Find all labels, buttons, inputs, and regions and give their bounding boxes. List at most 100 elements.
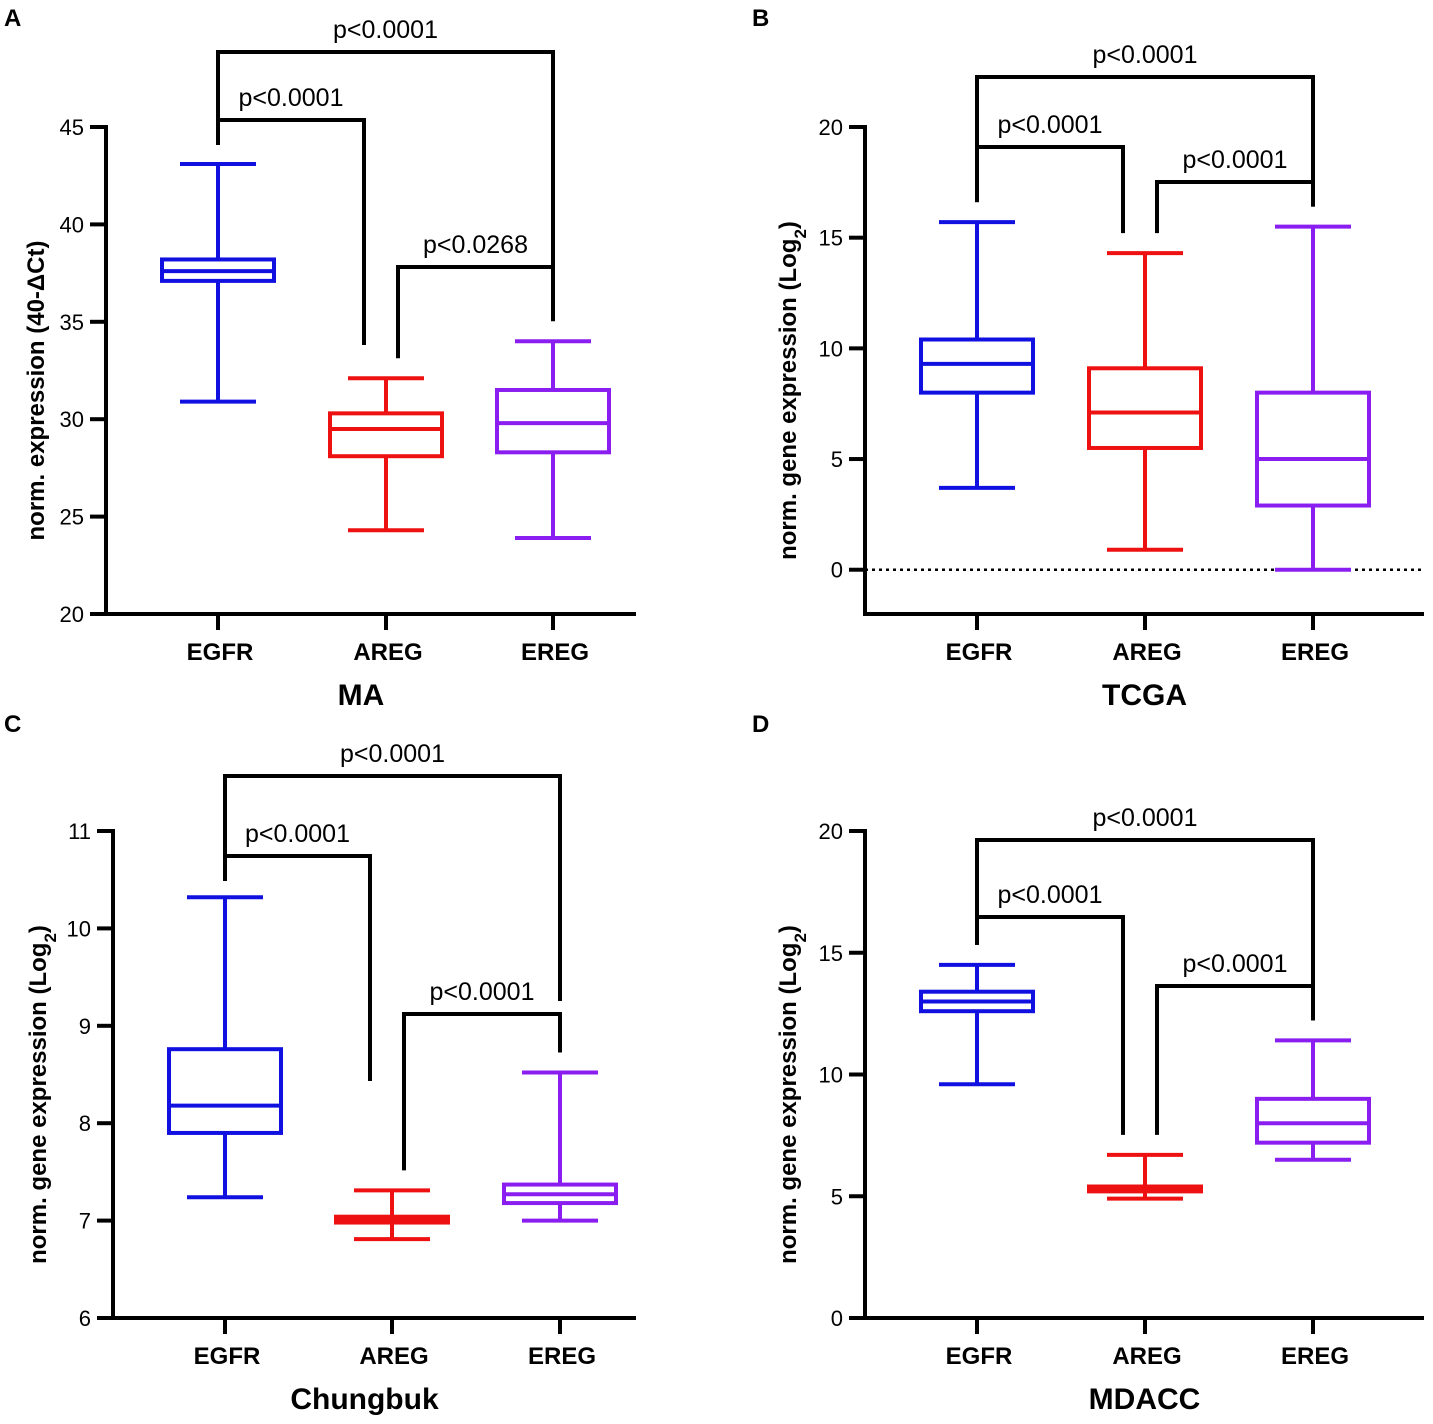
box-ereg <box>1255 1038 1371 1162</box>
y-tick-label: 0 <box>831 558 843 583</box>
p-value-label: p<0.0001 <box>1093 804 1198 832</box>
bracket-line <box>975 145 1125 234</box>
x-tick-label: EGFR <box>946 639 1013 666</box>
p-value-label: p<0.0001 <box>1093 41 1198 69</box>
x-axis-title: MDACC <box>1089 1383 1201 1416</box>
significance-bracket: p<0.0001 <box>1155 950 1315 1135</box>
chart-panel-d: D 0 5 10 15 20 EGFR AREG EREG p<0.0001 p<0.0001 p<0… <box>752 711 1424 1416</box>
p-value-label: p<0.0001 <box>239 84 344 112</box>
x-tick-label: AREG <box>359 1343 428 1370</box>
significance-bracket: p<0.0001 <box>975 804 1315 1021</box>
p-value-label: p<0.0001 <box>430 978 535 1006</box>
box-ereg <box>495 339 611 541</box>
chart-panel-c: C 6 7 8 9 10 11 EGFR AREG EREG p<0.0001 p<0.0001 p<0… <box>4 711 636 1416</box>
y-tick-label: 0 <box>831 1306 843 1331</box>
bracket-line <box>223 854 372 1081</box>
y-axis-title: norm. gene expression (Log2) <box>25 925 60 1264</box>
y-axis-title-subscript: 2 <box>791 229 810 238</box>
y-tick-label: 8 <box>79 1111 91 1136</box>
x-tick-label: EGFR <box>946 1343 1013 1370</box>
bracket-line <box>216 50 555 277</box>
y-axis-title-subscript: 2 <box>791 933 810 942</box>
significance-bracket: p<0.0001 <box>223 740 562 1001</box>
box-areg <box>1087 1152 1203 1201</box>
p-value-label: p<0.0001 <box>340 740 445 768</box>
y-tick-label: 30 <box>60 407 84 432</box>
significance-bracket: p<0.0268 <box>396 231 555 359</box>
x-tick-label: AREG <box>1112 1343 1181 1370</box>
bracket-line <box>216 118 366 345</box>
panel-letter: A <box>4 5 21 32</box>
p-value-label: p<0.0001 <box>1183 950 1288 978</box>
y-tick-label: 7 <box>79 1209 91 1234</box>
y-tick-label: 11 <box>68 819 91 844</box>
y-tick-label: 35 <box>60 310 84 335</box>
box-ereg <box>1255 224 1371 572</box>
y-tick-label: 20 <box>819 819 843 844</box>
significance-bracket: p<0.0001 <box>975 41 1315 207</box>
x-tick-label: EREG <box>1281 1343 1349 1370</box>
x-tick-label: AREG <box>353 639 422 666</box>
y-tick-label: 20 <box>60 602 84 627</box>
y-tick-label: 10 <box>67 916 91 941</box>
box-egfr <box>919 962 1035 1087</box>
box-iqr <box>167 1047 283 1135</box>
y-tick-label: 45 <box>60 115 84 140</box>
y-tick-label: 15 <box>819 226 843 251</box>
y-tick-label: 40 <box>60 212 84 237</box>
y-axis-title-tail: ) <box>775 925 802 933</box>
x-tick-label: EREG <box>521 639 589 666</box>
bracket-line <box>396 265 555 359</box>
y-tick-label: 15 <box>819 941 843 966</box>
y-tick-label: 5 <box>831 1184 843 1209</box>
x-axis-title: TCGA <box>1102 679 1187 712</box>
x-tick-label: EGFR <box>194 1343 261 1370</box>
box-ereg <box>502 1070 618 1223</box>
y-axis-title: norm. expression (40-ΔCt) <box>23 241 50 541</box>
chart-panel-b: B 0 5 10 15 20 EGFR AREG EREG p<0.0001 p<0.0001 p<0… <box>752 5 1424 712</box>
box-areg <box>1087 251 1203 552</box>
p-value-label: p<0.0001 <box>245 820 350 848</box>
box-iqr <box>328 411 444 459</box>
box-egfr <box>160 162 276 404</box>
p-value-label: p<0.0001 <box>998 111 1103 139</box>
box-iqr <box>919 337 1035 395</box>
significance-bracket: p<0.0001 <box>223 820 372 1081</box>
bracket-line <box>223 774 562 1001</box>
p-value-label: p<0.0001 <box>333 16 438 44</box>
panel-letter: B <box>752 5 769 32</box>
box-areg <box>328 376 444 533</box>
bracket-line <box>402 1012 562 1171</box>
y-axis-title-main: norm. gene expression (Log <box>775 239 802 560</box>
box-iqr <box>1255 390 1371 508</box>
y-axis-title-tail: ) <box>25 925 52 933</box>
bracket-line <box>975 915 1125 1135</box>
x-tick-label: EREG <box>1281 639 1349 666</box>
x-axis-title: Chungbuk <box>290 1383 439 1416</box>
x-tick-label: AREG <box>1112 639 1181 666</box>
box-iqr <box>1087 366 1203 450</box>
box-iqr <box>1255 1096 1371 1145</box>
y-tick-label: 10 <box>819 1063 843 1088</box>
significance-bracket: p<0.0001 <box>216 84 366 345</box>
y-tick-label: 25 <box>60 505 84 530</box>
y-tick-label: 6 <box>79 1306 91 1331</box>
y-axis-title-subscript: 2 <box>41 933 60 942</box>
bracket-line <box>975 75 1315 207</box>
x-axis-title: MA <box>338 679 385 712</box>
bracket-line <box>1155 984 1315 1135</box>
box-egfr <box>167 895 283 1200</box>
x-tick-label: EREG <box>528 1343 596 1370</box>
significance-bracket: p<0.0001 <box>216 16 555 277</box>
panel-letter: C <box>4 711 21 738</box>
y-tick-label: 5 <box>831 447 843 472</box>
y-axis-title-main: norm. gene expression (Log <box>775 943 802 1264</box>
y-axis-title-main: norm. gene expression (Log <box>25 943 52 1264</box>
box-egfr <box>919 220 1035 490</box>
p-value-label: p<0.0001 <box>998 881 1103 909</box>
y-tick-label: 9 <box>79 1014 91 1039</box>
p-value-label: p<0.0268 <box>423 231 528 259</box>
significance-bracket: p<0.0001 <box>975 111 1125 234</box>
bracket-line <box>975 838 1315 1021</box>
